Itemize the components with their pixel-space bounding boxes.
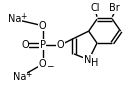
Text: +: + xyxy=(25,70,31,79)
Text: N: N xyxy=(84,55,91,65)
Text: Na: Na xyxy=(8,14,21,24)
Text: O: O xyxy=(39,21,46,31)
Text: −: − xyxy=(46,61,53,70)
Text: O: O xyxy=(39,59,46,69)
Text: Na: Na xyxy=(13,72,27,82)
Text: +: + xyxy=(20,12,26,21)
Text: P: P xyxy=(40,40,46,50)
Text: O: O xyxy=(57,40,64,50)
Text: H: H xyxy=(91,58,98,68)
Text: Cl: Cl xyxy=(91,3,100,13)
Text: Br: Br xyxy=(109,3,120,13)
Text: O: O xyxy=(21,40,29,50)
